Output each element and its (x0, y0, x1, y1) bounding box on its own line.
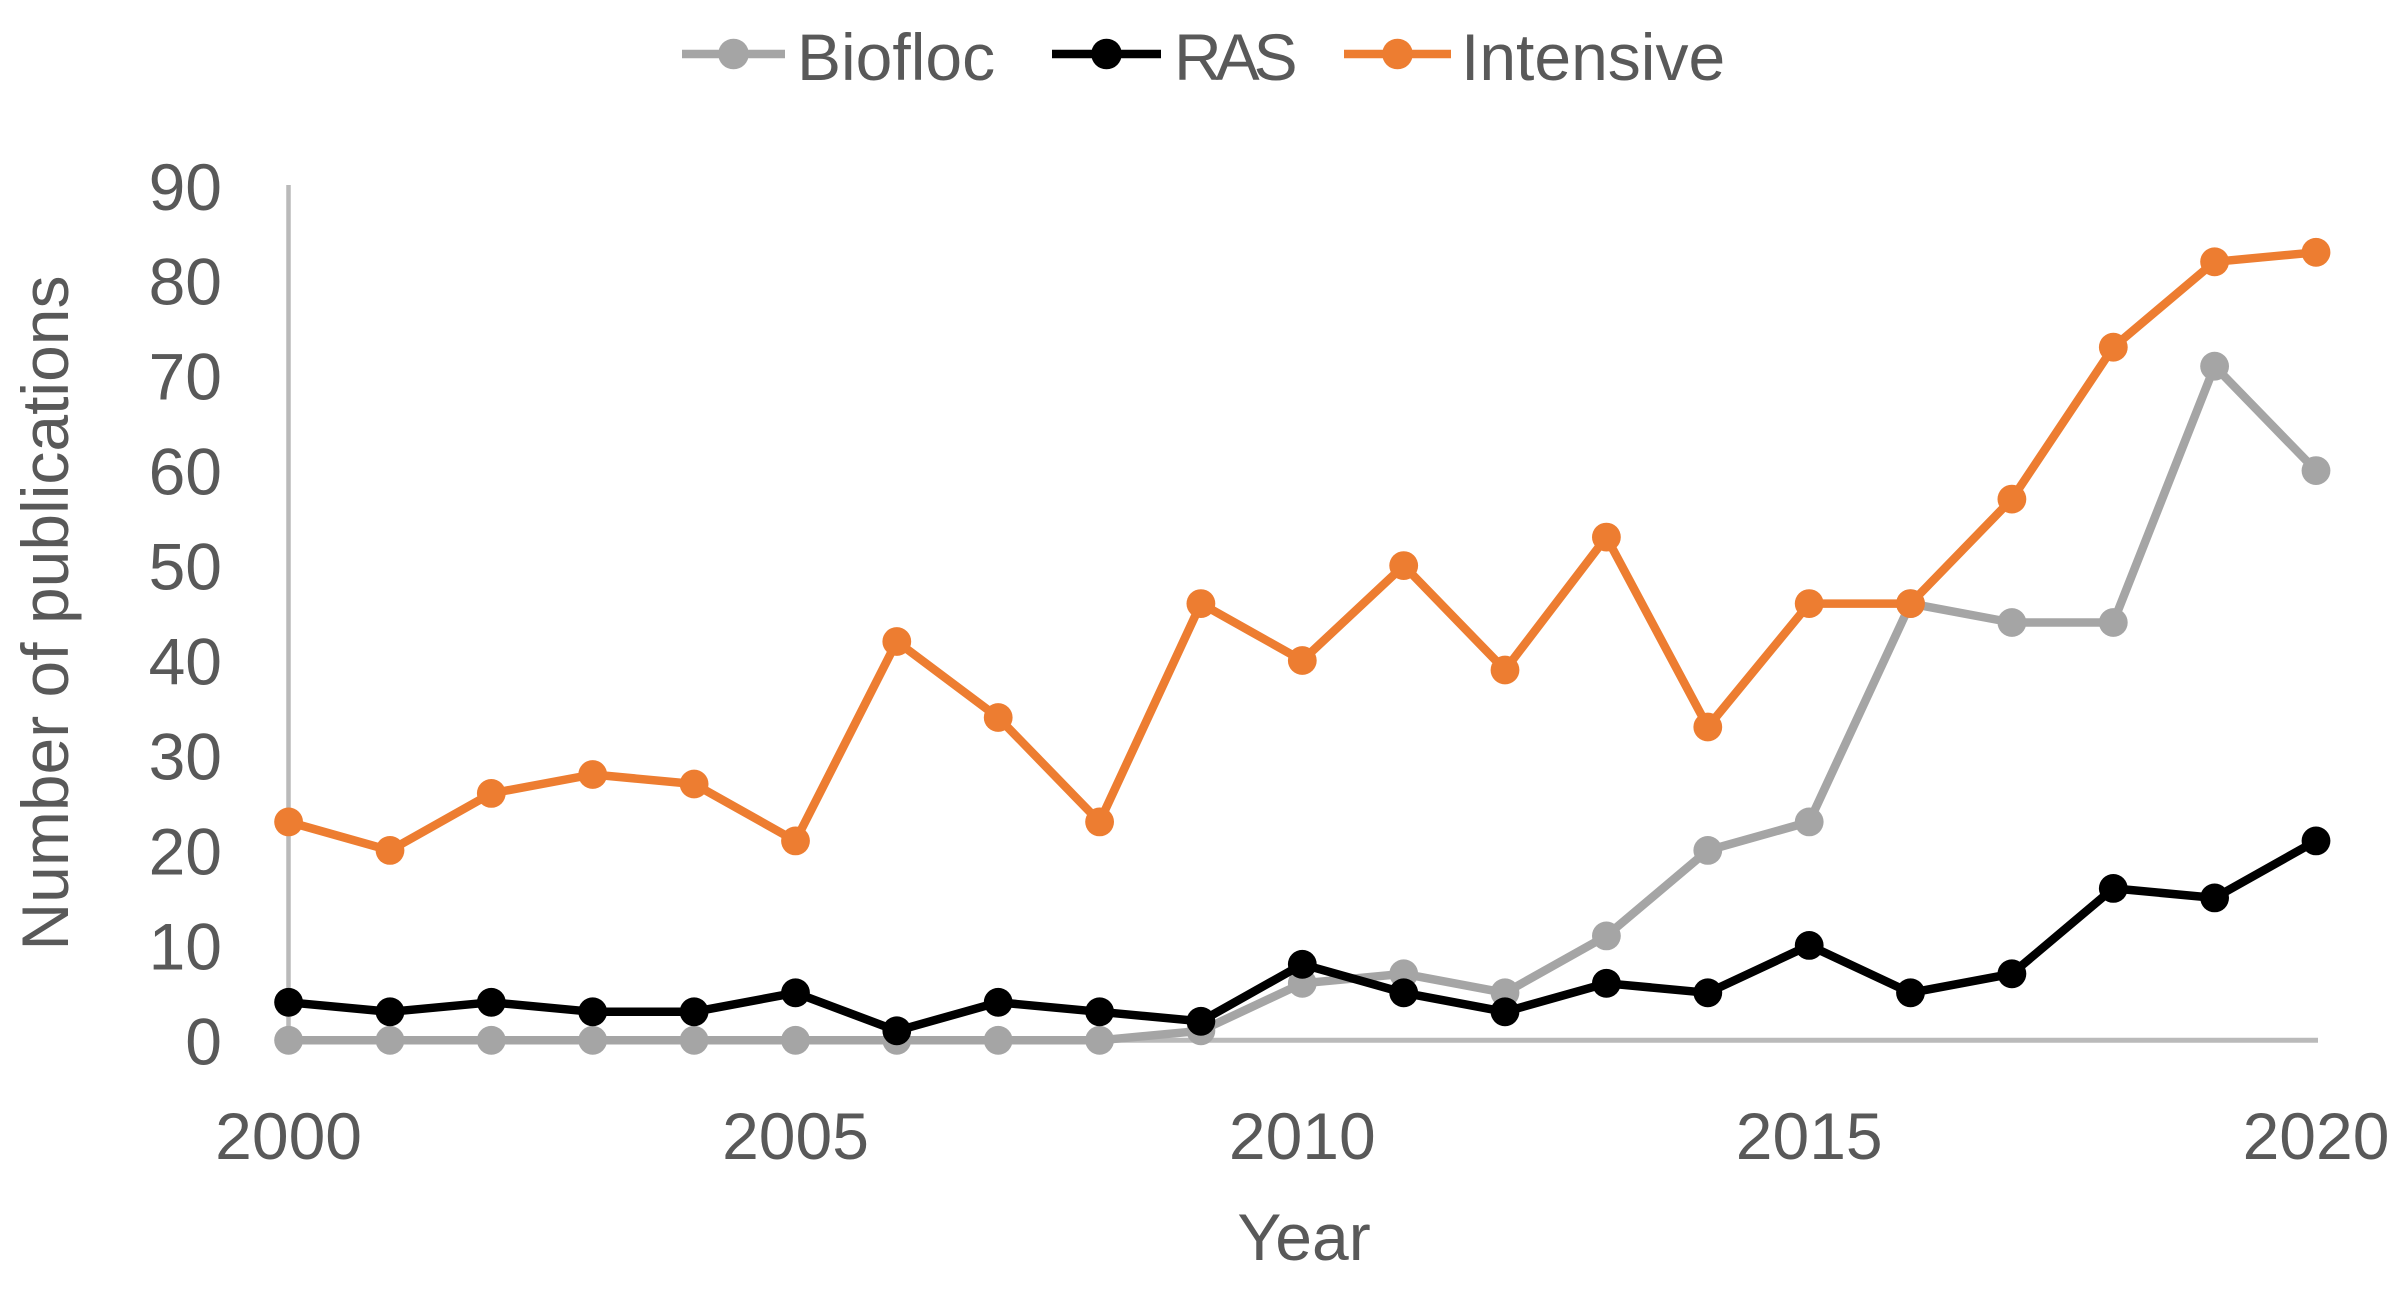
svg-text:Number of publications: Number of publications (8, 275, 82, 950)
svg-text:2010: 2010 (1229, 1099, 1376, 1173)
svg-text:50: 50 (149, 530, 222, 604)
svg-text:60: 60 (149, 435, 222, 509)
svg-text:2020: 2020 (2243, 1099, 2390, 1173)
svg-text:Biofloc: Biofloc (797, 20, 995, 94)
svg-text:10: 10 (149, 909, 222, 983)
svg-text:2015: 2015 (1736, 1099, 1883, 1173)
svg-text:70: 70 (149, 340, 222, 414)
svg-text:Intensive: Intensive (1461, 20, 1725, 94)
svg-text:20: 20 (149, 814, 222, 888)
svg-text:40: 40 (149, 625, 222, 699)
svg-text:RAS: RAS (1174, 20, 1295, 94)
svg-text:2000: 2000 (215, 1099, 362, 1173)
svg-text:30: 30 (149, 720, 222, 794)
svg-text:90: 90 (149, 150, 222, 224)
svg-text:Year: Year (1237, 1200, 1370, 1274)
svg-text:2005: 2005 (722, 1099, 869, 1173)
svg-text:80: 80 (149, 245, 222, 319)
svg-text:0: 0 (185, 1004, 222, 1078)
